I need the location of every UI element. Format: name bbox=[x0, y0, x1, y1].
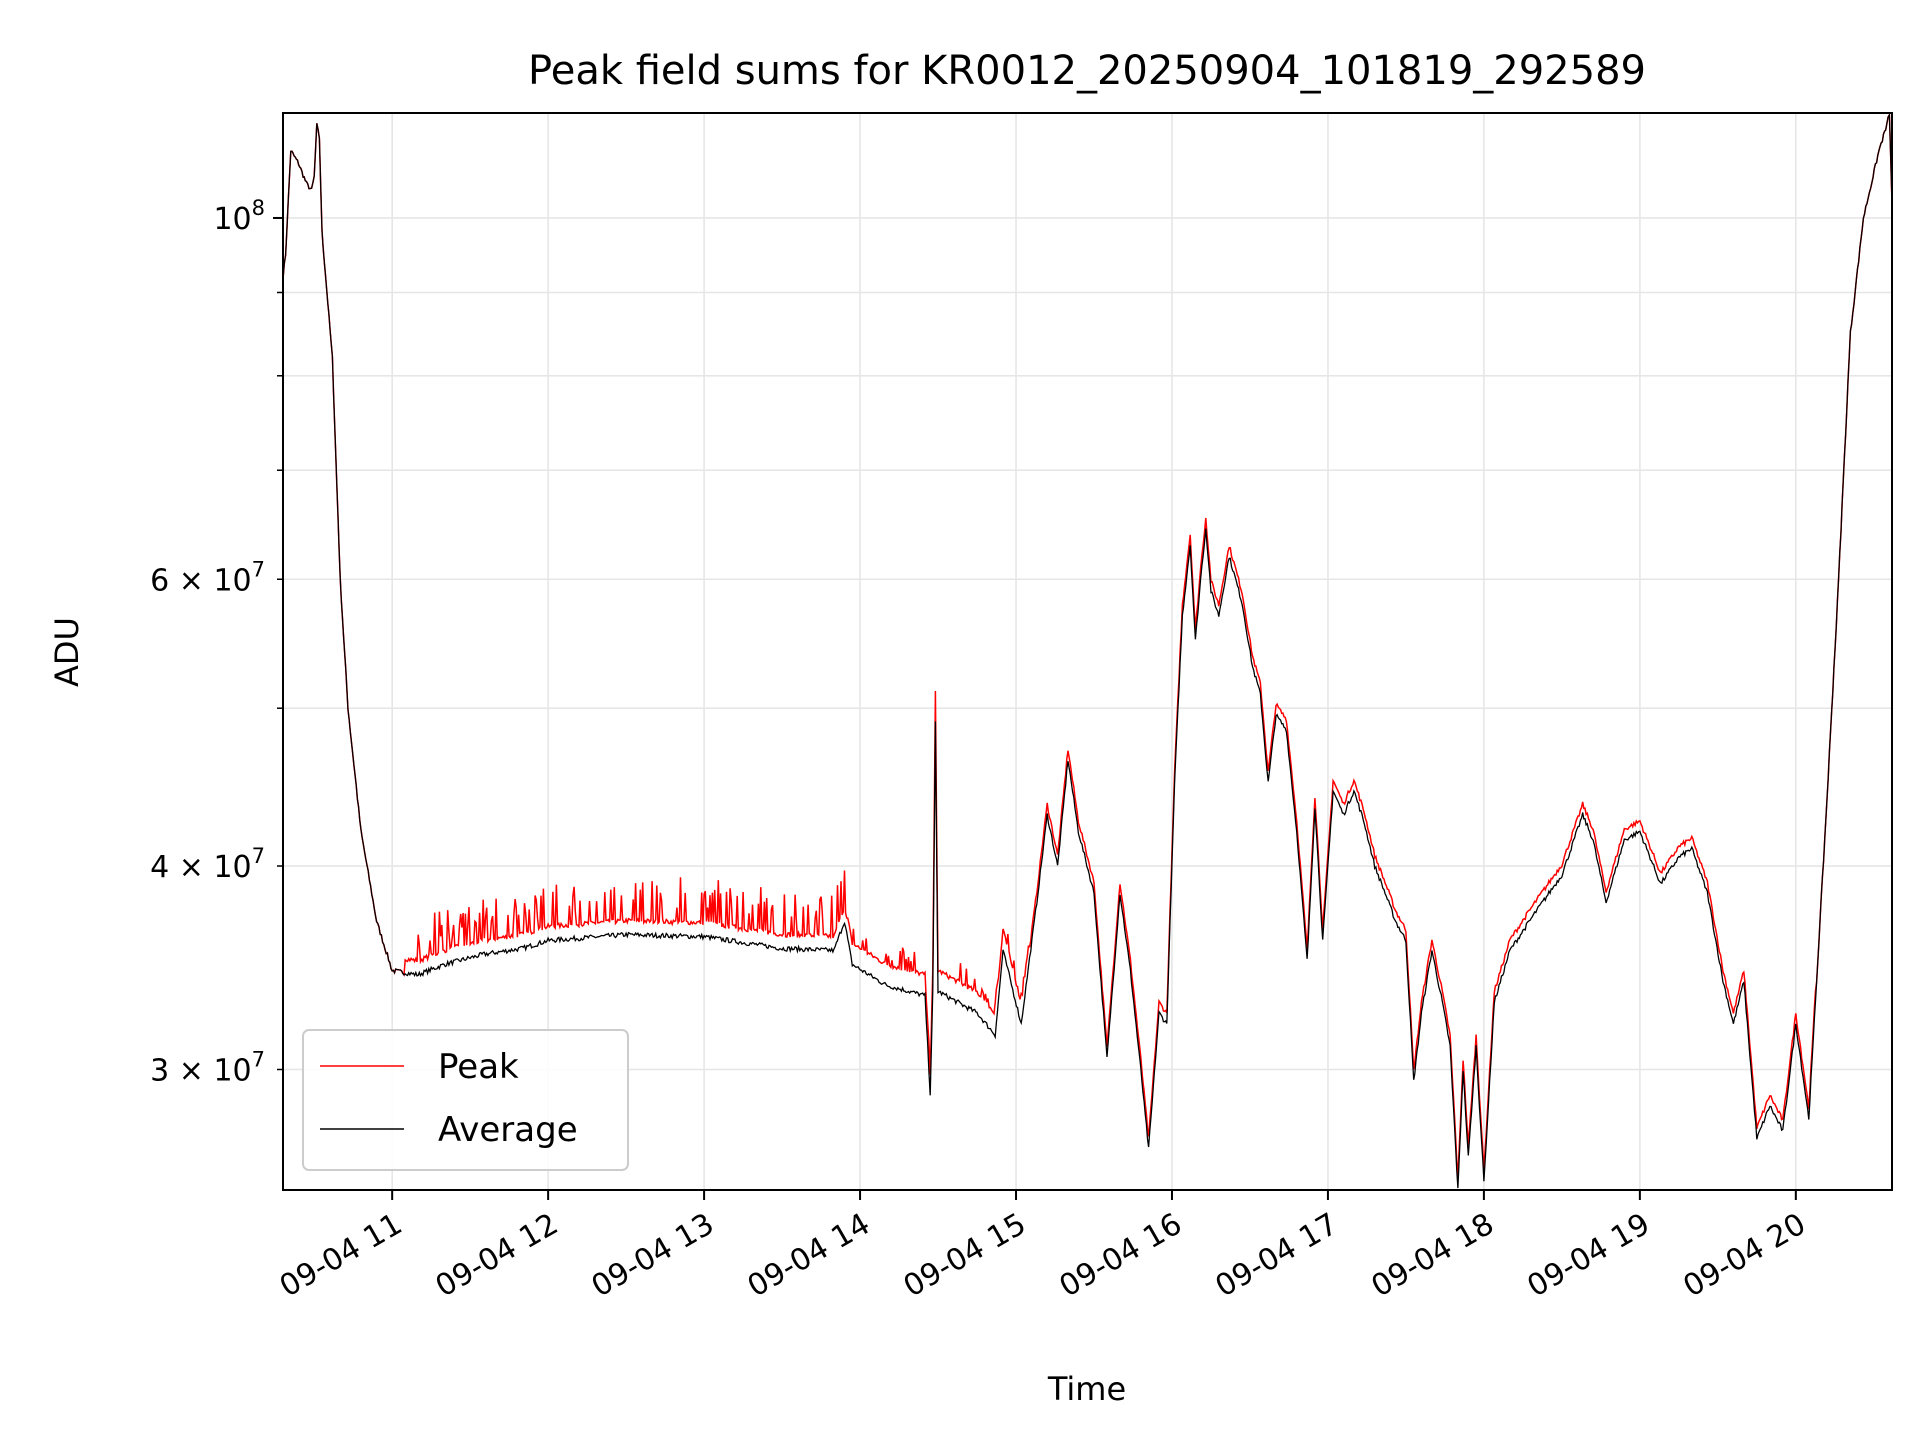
y-tick-exponent: 7 bbox=[252, 1047, 265, 1071]
plot-frame bbox=[282, 112, 1893, 1191]
legend: Peak Average bbox=[302, 1029, 629, 1171]
legend-label-peak: Peak bbox=[438, 1047, 519, 1087]
y-tick-label: 108 bbox=[213, 196, 265, 237]
y-tick-times-sign: × bbox=[169, 850, 213, 885]
y-tick-label: 4 × 107 bbox=[150, 844, 265, 885]
y-tick-label: 3 × 107 bbox=[150, 1047, 265, 1088]
y-tick-base: 10 bbox=[213, 202, 251, 237]
y-tick-times-sign: × bbox=[169, 1053, 213, 1088]
y-tick-mantissa: 4 bbox=[150, 850, 169, 885]
y-tick-label: 6 × 107 bbox=[150, 557, 265, 598]
legend-box bbox=[302, 1029, 629, 1171]
x-axis-title: Time bbox=[1047, 1370, 1126, 1408]
grid bbox=[283, 113, 1892, 1190]
legend-label-average: Average bbox=[438, 1110, 578, 1150]
y-tick-exponent: 8 bbox=[252, 196, 265, 220]
series-line-peak bbox=[283, 113, 1892, 1178]
y-axis-title: ADU bbox=[48, 617, 86, 687]
y-tick-base: 10 bbox=[213, 1053, 251, 1088]
series-line-average bbox=[283, 113, 1892, 1189]
y-tick-exponent: 7 bbox=[252, 557, 265, 581]
y-tick-base: 10 bbox=[213, 563, 251, 598]
y-tick-mantissa: 3 bbox=[150, 1053, 169, 1088]
y-tick-exponent: 7 bbox=[252, 844, 265, 868]
y-tick-base: 10 bbox=[213, 850, 251, 885]
chart-title: Peak field sums for KR0012_20250904_1018… bbox=[528, 48, 1646, 94]
y-tick-times-sign: × bbox=[169, 563, 213, 598]
series-layer bbox=[283, 113, 1892, 1189]
y-tick-mantissa: 6 bbox=[150, 563, 169, 598]
